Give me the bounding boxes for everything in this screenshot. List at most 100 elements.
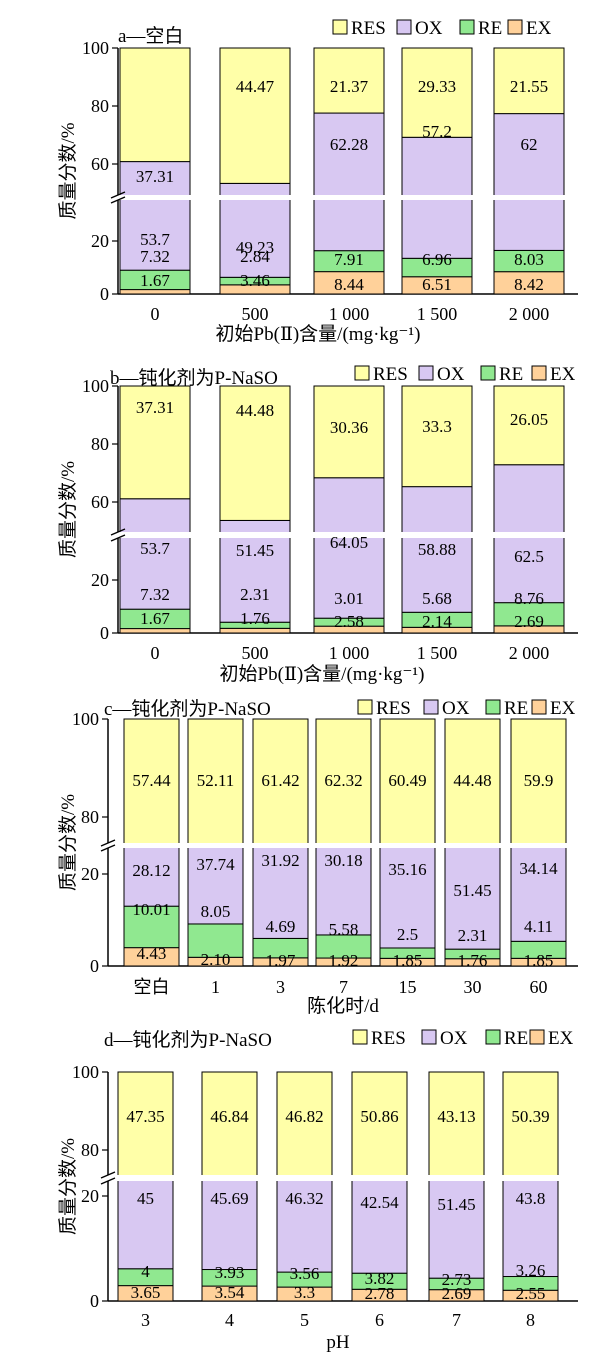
- bar-break-gap: [350, 1175, 409, 1181]
- value-label-res: 37.31: [136, 398, 174, 417]
- bar-break-gap: [443, 843, 502, 848]
- category-label: 3: [276, 977, 285, 997]
- y-tick-label: 80: [91, 96, 109, 116]
- bar-res: [351, 1071, 408, 1179]
- value-label-res: 21.37: [330, 77, 369, 96]
- value-label-res: 59.9: [524, 771, 554, 790]
- break-mark: [110, 528, 126, 536]
- bar-break-gap: [122, 843, 181, 848]
- category-label: 500: [242, 643, 269, 663]
- value-label-ox: 64.05: [330, 533, 368, 552]
- bar-res: [379, 718, 436, 848]
- value-label-ex: 2.78: [365, 1284, 395, 1303]
- bar-res: [510, 718, 567, 848]
- legend-label-ox: OX: [440, 1028, 468, 1049]
- value-label-ox: 46.32: [285, 1189, 323, 1208]
- value-label-ox: 45: [137, 1189, 154, 1208]
- value-label-ex: 1.85: [524, 951, 554, 970]
- panel-c: 0 20 80 100 57.44 28.12 10.01 4.43 52.11 37.74 8.0…: [57, 698, 578, 1017]
- value-label-re: 4: [141, 1262, 150, 1281]
- value-label-re: 2.73: [442, 1270, 472, 1289]
- legend-label-ox: OX: [415, 18, 443, 39]
- y-tick-label: 100: [72, 709, 99, 729]
- y-tick-label: 20: [81, 864, 99, 884]
- bar-break-gap: [186, 843, 245, 848]
- legend-label-res: RES: [376, 698, 411, 719]
- bar-ox: [428, 1176, 485, 1279]
- category-label: 1 500: [417, 643, 458, 663]
- legend-swatch-ex: [531, 365, 547, 381]
- value-label-res: 44.48: [453, 771, 491, 790]
- y-tick-label: 60: [91, 154, 109, 174]
- legend-swatch-ex: [529, 1029, 545, 1045]
- value-label-ex: 2.55: [516, 1284, 546, 1303]
- value-label-ex: 1.67: [140, 271, 170, 290]
- bar-break-gap: [492, 532, 566, 538]
- y-tick-label: 60: [91, 492, 109, 512]
- value-label-ex: 6.51: [422, 275, 452, 294]
- value-label-re: 2.5: [397, 925, 418, 944]
- bar-ox: [315, 846, 372, 936]
- value-label-re: 4.69: [266, 917, 296, 936]
- panel-title: c—钝化剂为P-NaSO: [104, 698, 271, 720]
- value-label-ox: 53.7: [140, 539, 170, 558]
- legend-swatch-re: [485, 699, 501, 715]
- category-label: 500: [242, 304, 269, 324]
- legend-swatch-res: [357, 699, 373, 715]
- category-label: 0: [151, 643, 160, 663]
- legend-swatch-res: [352, 1029, 368, 1045]
- value-label-ex: 3.46: [240, 271, 270, 290]
- value-label-re: 8.76: [514, 589, 544, 608]
- category-label: 60: [530, 977, 548, 997]
- value-label-ox: 34.14: [519, 859, 558, 878]
- bar-ex: [119, 628, 191, 634]
- legend-swatch-re: [485, 1029, 501, 1045]
- y-tick-label: 80: [81, 807, 99, 827]
- bar-break-gap: [251, 843, 310, 848]
- category-label: 8: [526, 1310, 535, 1330]
- value-label-ox: 51.45: [453, 881, 491, 900]
- bar-ox: [379, 846, 436, 949]
- bar-break-gap: [509, 843, 568, 848]
- bar-ex: [119, 289, 191, 295]
- y-tick-label: 20: [81, 1186, 99, 1206]
- y-tick-label: 20: [91, 231, 109, 251]
- bar-res: [315, 718, 372, 848]
- value-label-res: 57.44: [132, 771, 171, 790]
- value-label-res: 21.55: [510, 77, 548, 96]
- value-label-res: 29.33: [418, 77, 456, 96]
- bar-res: [276, 1071, 333, 1179]
- bar-res: [187, 718, 244, 847]
- value-label-ex: 2.69: [442, 1284, 472, 1303]
- value-label-res: 60.49: [388, 771, 426, 790]
- category-label: 1 000: [329, 643, 370, 663]
- value-label-res: 50.39: [511, 1107, 549, 1126]
- value-label-res: 37.31: [136, 167, 174, 186]
- break-mark: [110, 196, 126, 204]
- legend-swatch-re: [480, 365, 496, 381]
- bar-res: [444, 718, 501, 846]
- bar-ox: [493, 113, 565, 251]
- value-label-ex: 3.54: [215, 1283, 245, 1302]
- value-label-ex: 2.69: [514, 612, 544, 631]
- value-label-ox: 42.54: [360, 1193, 399, 1212]
- value-label-ox: 57.2: [422, 122, 452, 141]
- bar-ox: [313, 477, 385, 619]
- y-axis-title: 质量分数/%: [57, 1138, 79, 1235]
- value-label-ex: 8.44: [334, 275, 364, 294]
- break-mark: [100, 1171, 116, 1179]
- category-label: 30: [464, 977, 482, 997]
- value-label-res: 52.11: [197, 771, 235, 790]
- bar-break-gap: [312, 195, 386, 200]
- legend-label-ox: OX: [442, 698, 470, 719]
- bar-break-gap: [312, 532, 386, 538]
- bar-break-gap: [118, 532, 192, 538]
- y-tick-label: 80: [91, 434, 109, 454]
- legend-swatch-ox: [423, 699, 439, 715]
- panel-b: 0 20 60 80 100 37.31 53.7 7.32 1.67 44.48 51.45 2.3…: [57, 364, 578, 685]
- legend-label-ex: EX: [550, 364, 576, 385]
- value-label-re: 5.68: [422, 589, 452, 608]
- value-label-res: 62.32: [324, 771, 362, 790]
- y-axis-title: 质量分数/%: [57, 122, 79, 219]
- bar-ex: [219, 627, 291, 634]
